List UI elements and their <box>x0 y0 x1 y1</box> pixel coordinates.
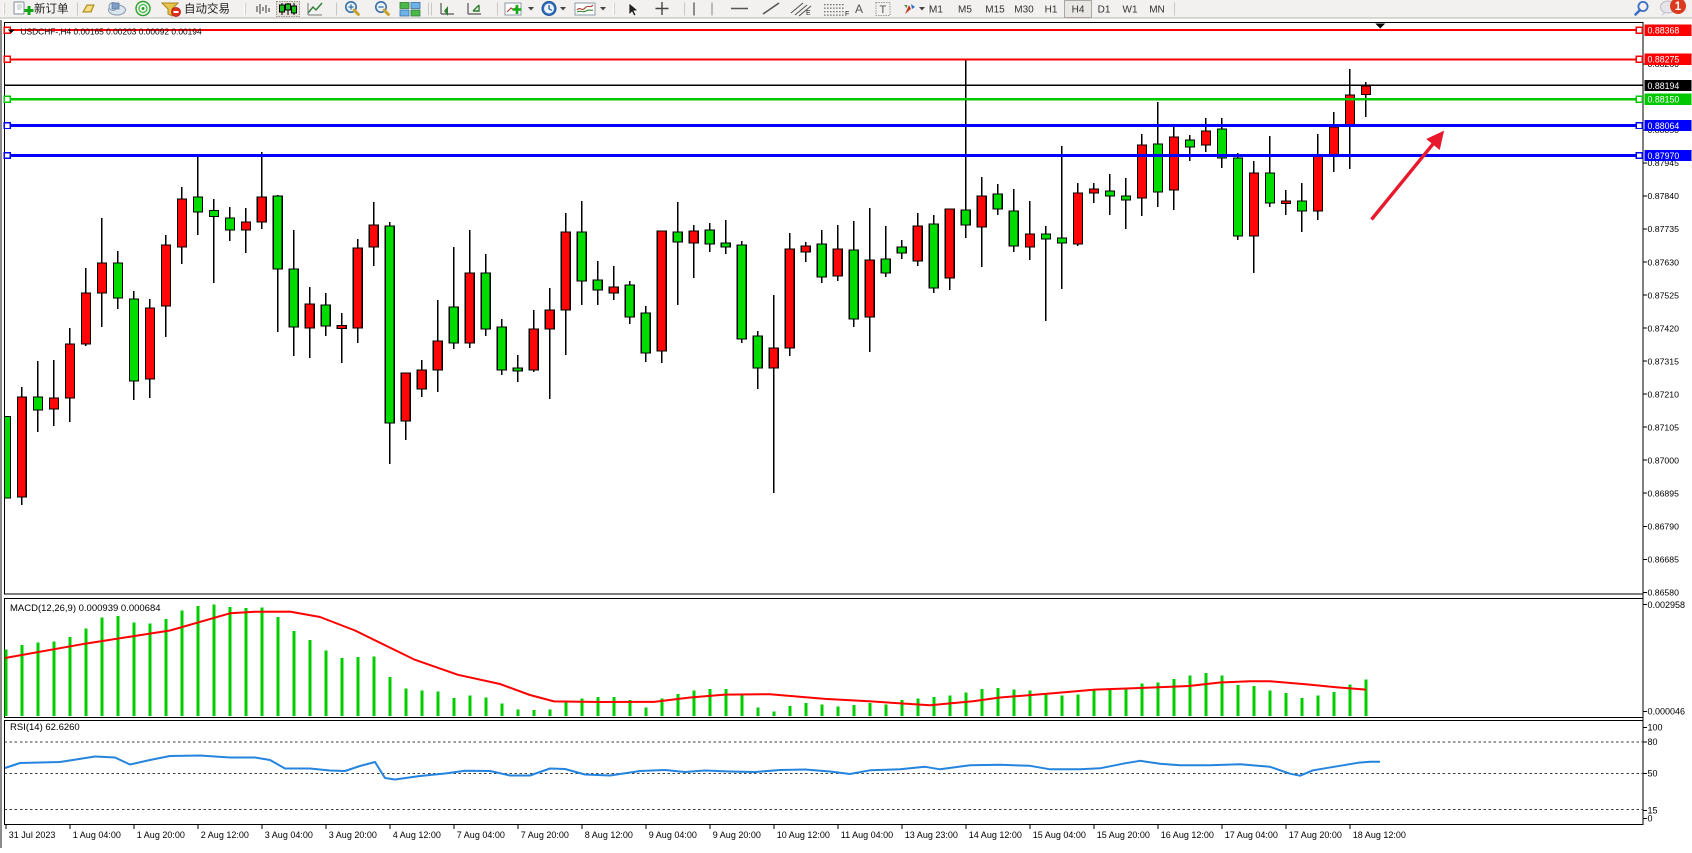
svg-text:0.88194: 0.88194 <box>1648 81 1680 91</box>
svg-text:MN: MN <box>1149 5 1165 16</box>
svg-text:W1: W1 <box>1123 5 1138 16</box>
svg-text:0.87630: 0.87630 <box>1648 257 1680 267</box>
svg-text:2 Aug 12:00: 2 Aug 12:00 <box>201 830 249 840</box>
svg-text:0.88275: 0.88275 <box>1648 55 1680 65</box>
svg-text:H1: H1 <box>1045 5 1058 16</box>
svg-text:E: E <box>806 10 811 17</box>
svg-text:M30: M30 <box>1014 5 1034 16</box>
svg-text:15 Aug 04:00: 15 Aug 04:00 <box>1033 830 1086 840</box>
svg-text:13 Aug 23:00: 13 Aug 23:00 <box>905 830 958 840</box>
svg-text:0.88150: 0.88150 <box>1648 95 1680 105</box>
svg-text:M1: M1 <box>929 5 943 16</box>
svg-text:1 Aug 20:00: 1 Aug 20:00 <box>137 830 185 840</box>
svg-text:16 Aug 12:00: 16 Aug 12:00 <box>1161 830 1214 840</box>
svg-text:1: 1 <box>1675 1 1682 13</box>
svg-text:H4: H4 <box>1072 5 1085 16</box>
svg-text:50: 50 <box>1648 769 1658 779</box>
svg-text:0.86685: 0.86685 <box>1648 555 1680 565</box>
svg-text:0.87945: 0.87945 <box>1648 158 1680 168</box>
svg-text:8 Aug 12:00: 8 Aug 12:00 <box>585 830 633 840</box>
svg-text:RSI(14) 62.6260: RSI(14) 62.6260 <box>10 722 80 733</box>
svg-text:18 Aug 12:00: 18 Aug 12:00 <box>1353 830 1406 840</box>
svg-text:31 Jul 2023: 31 Jul 2023 <box>9 830 56 840</box>
svg-text:7 Aug 04:00: 7 Aug 04:00 <box>457 830 505 840</box>
svg-text:0.88064: 0.88064 <box>1648 121 1680 131</box>
svg-text:0: 0 <box>1648 814 1653 824</box>
svg-text:D1: D1 <box>1098 5 1111 16</box>
svg-text:0.87210: 0.87210 <box>1648 389 1680 399</box>
svg-text:100: 100 <box>1648 723 1663 733</box>
svg-text:0.86790: 0.86790 <box>1648 522 1680 532</box>
svg-text:15 Aug 20:00: 15 Aug 20:00 <box>1097 830 1150 840</box>
svg-text:USDCHF-,H4 0.00165 0.00203 0.: USDCHF-,H4 0.00165 0.00203 0.00092 0.001… <box>21 26 202 36</box>
svg-text:3 Aug 20:00: 3 Aug 20:00 <box>329 830 377 840</box>
svg-text:0.87315: 0.87315 <box>1648 356 1680 366</box>
svg-text:4 Aug 12:00: 4 Aug 12:00 <box>393 830 441 840</box>
svg-text:14 Aug 12:00: 14 Aug 12:00 <box>969 830 1022 840</box>
svg-text:3 Aug 04:00: 3 Aug 04:00 <box>265 830 313 840</box>
svg-text:9 Aug 20:00: 9 Aug 20:00 <box>713 830 761 840</box>
svg-text:17 Aug 04:00: 17 Aug 04:00 <box>1225 830 1278 840</box>
svg-text:0.86580: 0.86580 <box>1648 588 1680 598</box>
svg-text:0.87105: 0.87105 <box>1648 422 1680 432</box>
svg-text:0.000046: 0.000046 <box>1648 707 1686 717</box>
svg-text:15: 15 <box>1648 806 1658 816</box>
svg-text:T: T <box>880 4 887 16</box>
svg-text:0.87420: 0.87420 <box>1648 323 1680 333</box>
svg-text:0.87970: 0.87970 <box>1648 151 1680 161</box>
svg-text:0.87000: 0.87000 <box>1648 455 1680 465</box>
svg-text:0.86895: 0.86895 <box>1648 488 1680 498</box>
svg-text:11 Aug 04:00: 11 Aug 04:00 <box>841 830 893 840</box>
svg-text:新订单: 新订单 <box>34 2 69 16</box>
svg-text:MACD(12,26,9) 0.000939 0.00068: MACD(12,26,9) 0.000939 0.000684 <box>10 603 161 614</box>
svg-text:9 Aug 04:00: 9 Aug 04:00 <box>649 830 697 840</box>
svg-text:0.87735: 0.87735 <box>1648 224 1680 234</box>
svg-text:0.88368: 0.88368 <box>1648 26 1680 36</box>
svg-text:1 Aug 04:00: 1 Aug 04:00 <box>73 830 121 840</box>
svg-text:0.87840: 0.87840 <box>1648 191 1680 201</box>
svg-text:M15: M15 <box>985 5 1005 16</box>
svg-text:A: A <box>855 2 863 16</box>
svg-text:0.87525: 0.87525 <box>1648 290 1680 300</box>
svg-text:80: 80 <box>1648 737 1658 747</box>
svg-text:0.002958: 0.002958 <box>1648 600 1686 610</box>
svg-text:7 Aug 20:00: 7 Aug 20:00 <box>521 830 569 840</box>
svg-text:自动交易: 自动交易 <box>184 2 230 16</box>
svg-text:17 Aug 20:00: 17 Aug 20:00 <box>1289 830 1342 840</box>
svg-text:M5: M5 <box>958 5 972 16</box>
svg-text:10 Aug 12:00: 10 Aug 12:00 <box>777 830 830 840</box>
svg-text:F: F <box>845 11 849 18</box>
